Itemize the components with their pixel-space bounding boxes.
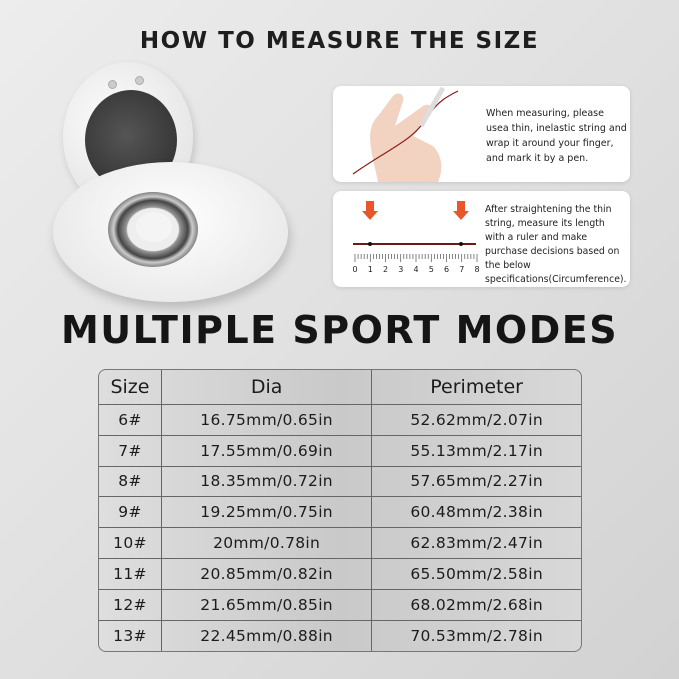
page-title: HOW TO MEASURE THE SIZE [139,28,540,54]
table-cell: 18.35mm/0.72in [161,466,373,498]
table-cell: 60.48mm/2.38in [372,497,581,529]
table-row: 10# 20mm/0.78in 62.83mm/2.47in [99,528,581,559]
table-cell: 57.65mm/2.27in [372,467,581,498]
ruler-label: 8 [474,265,479,274]
table-row: 7# 17.55mm/0.69in 55.13mm/2.17in [99,435,581,467]
section-heading: MULTIPLE SPORT MODES [60,308,619,352]
ruler-label: 1 [368,265,373,274]
table-cell: 11# [99,558,162,590]
ruler-label: 2 [383,265,388,274]
table-cell: 52.62mm/2.07in [372,405,581,436]
table-cell: 9# [99,497,162,529]
table-cell: 17.55mm/0.69in [161,435,373,467]
table-cell: 20.85mm/0.82in [161,558,373,590]
table-cell: 8# [99,466,162,498]
ruler-label: 6 [444,265,449,274]
column-header: Size [99,370,162,405]
table-cell: 12# [99,589,162,621]
table-cell: 62.83mm/2.47in [372,528,581,559]
table-cell: 21.65mm/0.85in [161,589,373,621]
table-cell: 65.50mm/2.58in [372,559,581,590]
table-cell: 7# [99,435,162,467]
ruler-label: 7 [459,265,464,274]
table-row: 9# 19.25mm/0.75in 60.48mm/2.38in [99,497,581,529]
hand-string-illustration [352,86,459,182]
table-row: 12# 21.65mm/0.85in 68.02mm/2.68in [99,589,581,621]
table-row: 11# 20.85mm/0.82in 65.50mm/2.58in [99,558,581,590]
table-cell: 6# [99,405,162,436]
table-cell: 68.02mm/2.68in [372,590,581,621]
table-cell: 19.25mm/0.75in [161,497,373,529]
table-cell: 22.45mm/0.88in [162,620,373,652]
table-cell: 20mm/0.78in [161,528,373,559]
table-cell: 10# [99,528,162,559]
size-chart-table: Size Dia Perimeter 6# 16.75mm/0.65in 52.62mm… [98,369,582,653]
table-row: 13# 22.45mm/0.88in 70.53mm/2.78in [99,620,581,652]
step-1-text: When measuring, please usea thin, inelas… [486,108,627,164]
step-2-text: After straightening the thin string, mea… [485,204,627,285]
table-cell: 70.53mm/2.78in [410,626,543,645]
measure-step-2-card: 0 1 2 3 4 5 6 7 8 After straightening the thin s… [333,191,630,287]
measure-step-1-card: When measuring, please usea thin, inelas… [333,86,630,182]
ring-charging-case-image [48,62,308,312]
ruler-label: 3 [398,265,403,274]
column-header: Perimeter [372,370,581,405]
table-row: 8# 18.35mm/0.72in 57.65mm/2.27in [99,466,581,498]
ruler-label: 4 [413,265,418,274]
table-cell: 55.13mm/2.17in [372,436,581,467]
ruler-label: 0 [352,265,357,274]
table-cell: 13# [99,620,162,652]
table-cell: 16.75mm/0.65in [161,405,373,436]
table-row: 6# 16.75mm/0.65in 52.62mm/2.07in [99,405,581,436]
column-header: Dia [161,370,373,405]
ruler-illustration: 0 1 2 3 4 5 6 7 8 [352,201,480,274]
ruler-label: 5 [429,265,434,274]
